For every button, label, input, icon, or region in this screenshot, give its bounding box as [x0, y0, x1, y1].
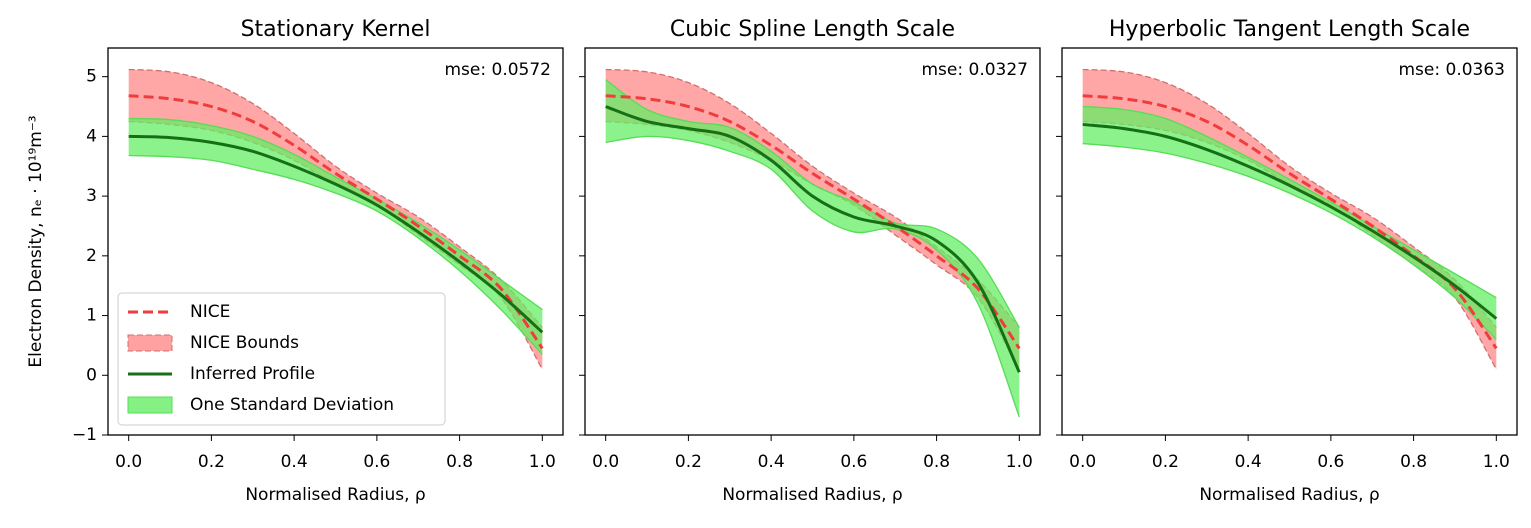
annotation: mse: 0.0572	[445, 60, 552, 80]
chart-title: Hyperbolic Tangent Length Scale	[1109, 17, 1470, 42]
line	[605, 105, 1021, 373]
x-tick-label: 0.4	[1235, 452, 1262, 472]
band	[1082, 69, 1497, 370]
legend-label: One Standard Deviation	[190, 395, 394, 415]
legend-box	[117, 292, 446, 426]
x-tick-label: 0.8	[923, 452, 950, 472]
band	[128, 118, 543, 355]
x-axis-label: Normalised Radius, ρ	[245, 485, 425, 505]
subplot: Hyperbolic Tangent Length Scale 0.0 0.2 0.4…	[1056, 17, 1518, 505]
x-tick-label: 0.0	[592, 452, 619, 472]
x-tick-label: 1.0	[529, 452, 556, 472]
axes-frame	[1061, 47, 1518, 436]
legend-label: NICE Bounds	[190, 333, 299, 353]
line	[128, 94, 544, 350]
x-tick-label: 0.6	[363, 452, 390, 472]
y-axis-label: Electron Density, nₑ · 10¹⁹m⁻³	[26, 115, 46, 367]
band	[128, 69, 543, 370]
x-tick-label: 0.0	[115, 452, 142, 472]
plot-area	[1082, 68, 1498, 370]
x-tick-label: 0.6	[840, 452, 867, 472]
y-tick-label: 3	[86, 186, 97, 206]
x-tick-label: 0.2	[675, 452, 702, 472]
annotation: mse: 0.0363	[1399, 60, 1506, 80]
x-tick-label: 0.8	[446, 452, 473, 472]
legend-label: Inferred Profile	[190, 364, 315, 384]
legend-label: NICE	[190, 302, 230, 322]
plot-area	[128, 68, 544, 370]
band	[605, 79, 1020, 418]
band-edge	[128, 154, 543, 355]
x-tick-label: 1.0	[1483, 452, 1510, 472]
x-tick-label: 0.2	[198, 452, 225, 472]
x-tick-label: 0.4	[758, 452, 785, 472]
band-edge	[128, 68, 543, 328]
band	[1082, 106, 1497, 340]
y-tick-label: 1	[86, 306, 97, 326]
line	[605, 94, 1021, 350]
legend-swatch	[127, 334, 173, 352]
band-edge	[605, 135, 1020, 418]
x-tick-label: 0.4	[281, 452, 308, 472]
axes-frame	[107, 47, 564, 436]
x-axis-label: Normalised Radius, ρ	[722, 485, 902, 505]
subplot: Cubic Spline Length Scale 0.0 0.2 0.4 0.6 0.8…	[579, 17, 1041, 505]
y-tick-label: 5	[86, 67, 97, 87]
x-tick-label: 0.0	[1069, 452, 1096, 472]
y-tick-label: 0	[86, 365, 97, 385]
chart-title: Stationary Kernel	[241, 17, 431, 42]
band	[605, 69, 1020, 370]
annotation: mse: 0.0327	[922, 60, 1029, 80]
plot-area	[605, 68, 1021, 418]
chart-title: Cubic Spline Length Scale	[670, 17, 955, 42]
band-edge	[605, 79, 1020, 328]
band-edge	[128, 117, 543, 311]
line	[128, 134, 544, 334]
subplot: Stationary Kernel 0.0 0.2 0.4 0.6 0.8 1.0 −1 0 1 2…	[26, 17, 564, 505]
x-axis-label: Normalised Radius, ρ	[1199, 485, 1379, 505]
band-edge	[1082, 142, 1497, 340]
band-edge	[1082, 120, 1497, 370]
y-tick-label: −1	[72, 425, 97, 445]
band-edge	[1082, 68, 1497, 328]
x-tick-label: 1.0	[1006, 452, 1033, 472]
y-tick-label: 4	[86, 126, 97, 146]
y-tick-label: 2	[86, 246, 97, 266]
axes-frame	[584, 47, 1041, 436]
band-edge	[1082, 105, 1497, 299]
line	[1082, 122, 1498, 320]
legend-swatch	[127, 396, 173, 414]
x-tick-label: 0.2	[1152, 452, 1179, 472]
x-tick-label: 0.6	[1317, 452, 1344, 472]
x-tick-label: 0.8	[1400, 452, 1427, 472]
